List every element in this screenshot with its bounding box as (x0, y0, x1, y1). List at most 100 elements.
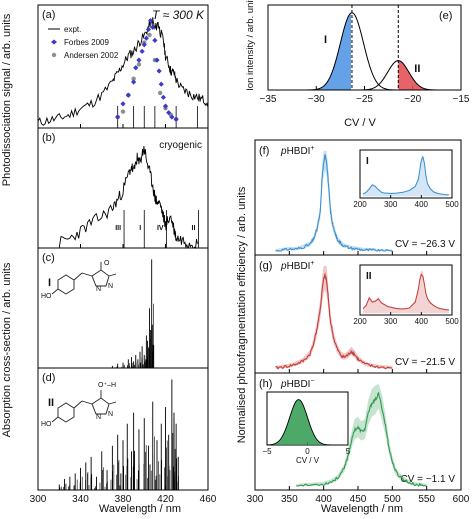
panel-a-forbes-point (162, 103, 169, 109)
panel-e-label: (e) (439, 10, 452, 22)
panel-a-andersen-point (120, 109, 126, 114)
panel-a-forbes-point (150, 24, 156, 30)
panel-a-forbes-point (173, 116, 179, 122)
panel-h-band (296, 383, 427, 486)
panel-a-forbes-point (154, 57, 160, 63)
panel-h-cv-text: CV = −1.1 V (401, 474, 456, 485)
panel-e-x-tick-label: −20 (404, 94, 421, 105)
panel-g-inset-line (362, 273, 449, 311)
panel-g-inset-tick-label: 200 (353, 317, 367, 326)
panel-b-band-label: I (139, 225, 141, 232)
panel-a-forbes-point (131, 79, 137, 85)
panel-g-inset-label: II (366, 271, 372, 282)
svg-text:N: N (96, 286, 101, 293)
panel-d-label: (d) (42, 372, 55, 384)
panel-f-cv-text: CV = −26.3 V (395, 239, 455, 250)
panel-e-x-tick-label: −25 (356, 94, 373, 105)
panel-e-peak-fill (398, 60, 440, 90)
panel-a-forbes-point (156, 68, 162, 74)
panel-b-band-label: IV (157, 225, 164, 232)
panel-g-line (275, 272, 393, 370)
panel-h-inset-peak-fill (267, 399, 348, 445)
molecule-II-sketch (51, 390, 117, 423)
right-ylabel-top: Ion intensity / arb. units (245, 0, 256, 91)
left-ylabel-top: Photodissociation signal / arb. units (1, 13, 13, 186)
panel-f-label: (f) (259, 145, 269, 157)
panel-a-forbes-point (125, 92, 131, 98)
molecule-I-atom-labels: HO O NN (41, 260, 113, 300)
panel-b-band-label: II (192, 225, 196, 232)
panel-f-inset-band (363, 155, 449, 197)
panel-h-x-tick-label: 300 (247, 494, 264, 505)
panel-d-x-tick-label: 420 (157, 494, 174, 505)
panel-f-inset-tick-label: 400 (415, 200, 429, 209)
panel-a-temperature: T ≈ 300 K (152, 8, 205, 22)
panel-f-title: pHBDI+ (280, 145, 315, 157)
panel-h-inset-tick-label: 5 (346, 447, 351, 456)
panel-h-x-tick-label: 400 (315, 494, 332, 505)
panel-a-forbes-point (136, 57, 142, 63)
panel-a-andersen-point (136, 62, 142, 67)
panel-b-label: (b) (42, 132, 55, 144)
panel-g-title: pHBDI+ (280, 260, 315, 272)
panel-e-x-tick-label: −30 (308, 94, 325, 105)
left-ylabel-bottom: Absorption cross-section / arb. units (1, 262, 13, 437)
panel-g-inset-frame (359, 264, 453, 316)
panel-e-x-tick-label: −15 (453, 94, 470, 105)
right-xlabel-top: CV / V (344, 117, 376, 129)
panel-d-x-tick-label: 340 (72, 494, 89, 505)
panel-f-inset-tick-label: 300 (384, 200, 398, 209)
panel-a-forbes-point (166, 110, 172, 116)
panel-b-condition: cryogenic (159, 140, 202, 151)
panel-g-label: (g) (259, 260, 272, 272)
panel-g-cv-text: CV = −21.5 V (395, 357, 455, 368)
panel-h-inset-peak-line (266, 399, 348, 446)
panel-h-inset-tick-label: 0 (305, 447, 310, 456)
panel-h-title: pHBDI− (280, 378, 315, 390)
panel-h-line (296, 391, 427, 487)
legend-forbes-label: Forbes 2009 (64, 38, 109, 47)
svg-text:N: N (96, 414, 101, 421)
panel-d-x-tick-label: 380 (115, 494, 132, 505)
panel-f-inset-label: I (366, 156, 369, 167)
panel-h-x-tick-label: 350 (281, 494, 298, 505)
panel-a-andersen-point (147, 32, 152, 38)
left-xlabel: Wavelength / nm (99, 503, 181, 515)
panel-c-frame (37, 247, 209, 369)
right-xlabel-bottom: Wavelength / nm (321, 503, 403, 515)
panel-a-forbes-point (160, 94, 166, 100)
panel-a-forbes-point (139, 48, 145, 54)
panel-a-expt-line (37, 17, 209, 126)
svg-text:HO: HO (41, 421, 52, 428)
svg-text:HO: HO (41, 293, 52, 300)
panel-h-inset-tick-label: −5 (262, 447, 272, 456)
panel-g-inset-tick-label: 500 (445, 317, 459, 326)
panel-a-forbes-point (133, 65, 139, 71)
legend-expt-label: expt. (64, 25, 81, 34)
panel-a-forbes-point (152, 37, 158, 43)
panel-h-x-tick-label: 450 (350, 494, 367, 505)
panel-a-label: (a) (42, 9, 55, 21)
panel-a-forbes-point (148, 18, 154, 24)
panel-f-inset-frame (359, 149, 453, 199)
svg-text:N: N (108, 283, 113, 290)
panel-c-species-label: I (48, 277, 51, 289)
panel-b-line (58, 146, 198, 250)
panel-h-x-tick-label: 500 (384, 494, 401, 505)
panel-g-inset-tick-label: 400 (415, 317, 429, 326)
panel-c-label: (c) (42, 252, 55, 264)
legend-andersen-swatch (51, 52, 57, 58)
panel-d-x-tick-label: 460 (200, 494, 217, 505)
panel-h-x-tick-label: 600 (453, 494, 470, 505)
legend-andersen-label: Andersen 2002 (64, 51, 119, 60)
panel-a-forbes-point (158, 81, 164, 87)
panel-a-andersen-point (131, 76, 136, 81)
panel-f-inset-tick-label: 500 (445, 200, 459, 209)
panel-a-forbes-point (141, 42, 147, 48)
panel-d-x-tick-label: 300 (30, 494, 47, 505)
legend-forbes-swatch (51, 39, 57, 45)
panel-f-inset-tick-label: 200 (353, 200, 367, 209)
panel-a-forbes-point (145, 26, 152, 33)
panel-f-line (275, 154, 393, 252)
